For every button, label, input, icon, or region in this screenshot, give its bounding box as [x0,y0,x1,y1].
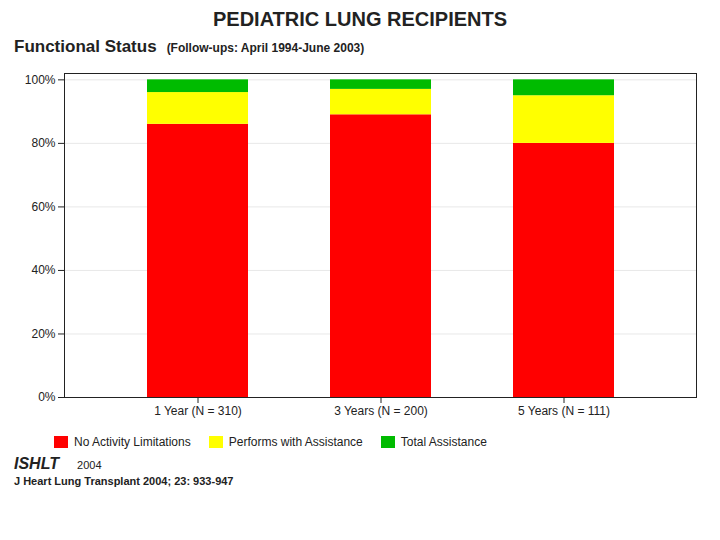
svg-text:3 Years (N = 200): 3 Years (N = 200) [334,404,428,418]
svg-text:80%: 80% [31,136,55,150]
svg-text:40%: 40% [31,263,55,277]
html-text:J Heart Lung Transplant 2004;: J Heart Lung Transplant 2004; 23: 933-94… [14,475,234,487]
html-text:Total Assistance: Total Assistance [400,435,487,449]
svg-text:20%: 20% [31,327,55,341]
svg-text:1 Year (N = 310): 1 Year (N = 310) [154,404,242,418]
svg-text:0%: 0% [38,390,56,404]
html-text:(Follow-ups: April 1994-June 2: (Follow-ups: April 1994-June 2003) [166,41,365,55]
html-text:ISHLT: ISHLT [14,455,59,472]
html-text:No Activity Limitations: No Activity Limitations [74,435,191,449]
svg-text:60%: 60% [31,200,55,214]
html-text:Performs with Assistance: Performs with Assistance [228,435,363,449]
svg-text:100%: 100% [25,73,56,87]
html-text:PEDIATRIC LUNG RECIPIENTS: PEDIATRIC LUNG RECIPIENTS [213,8,507,30]
svg-text:5 Years (N = 111): 5 Years (N = 111) [518,404,610,418]
html-text:2004: 2004 [77,459,102,471]
html-text:Functional Status: Functional Status [14,37,157,56]
